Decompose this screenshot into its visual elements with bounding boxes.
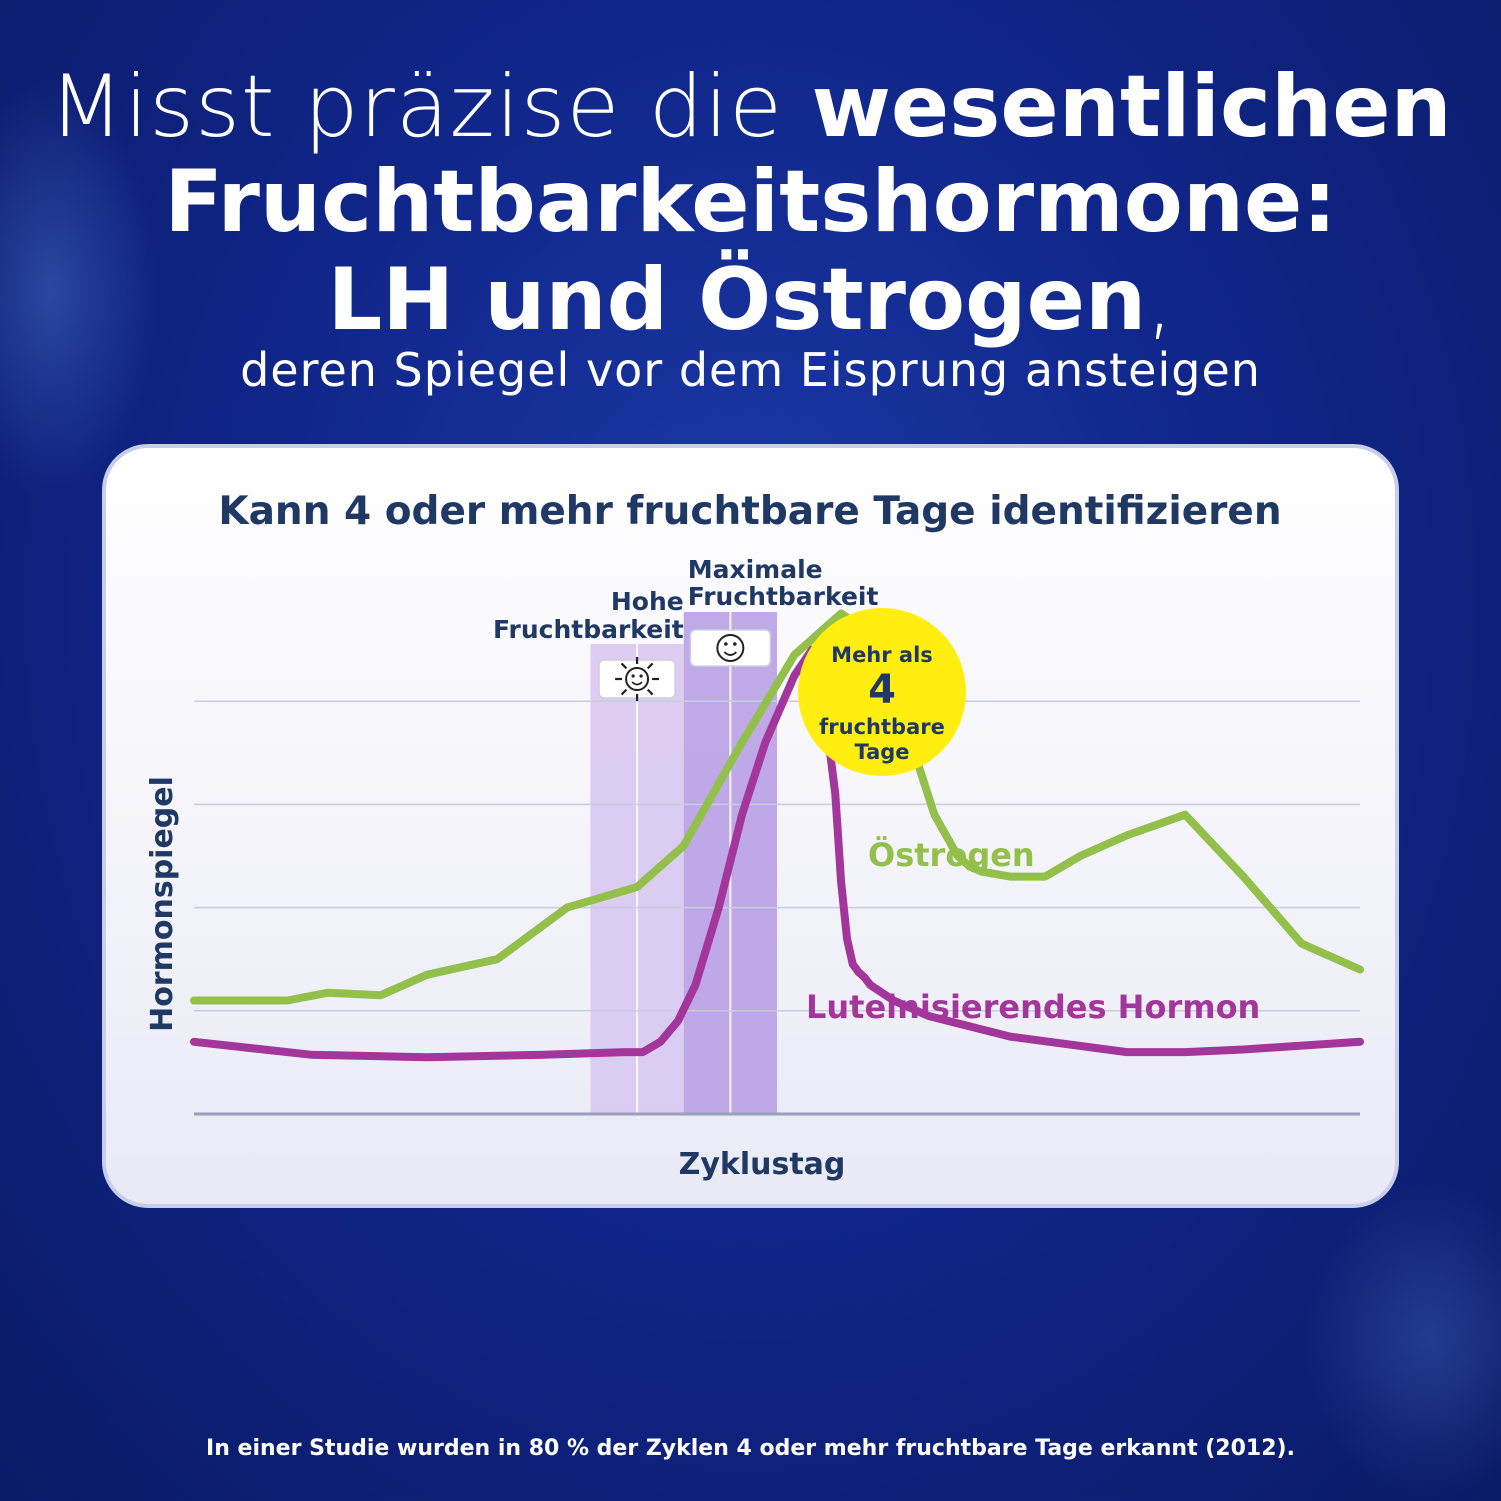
smiley-face — [716, 634, 745, 662]
smiley-eye-right — [639, 674, 643, 678]
badge-line-1: Mehr als — [831, 643, 933, 667]
smiley-ray — [646, 688, 654, 696]
peak-fertility-icon-box — [689, 629, 772, 667]
headline-subline: deren Spiegel vor dem Eisprung ansteigen — [240, 343, 1261, 397]
smiley-eye-right — [733, 642, 737, 646]
headline-line-1-light: Misst präzise die — [49, 57, 812, 157]
smiley-mouth — [723, 651, 737, 656]
smiley-mouth — [631, 681, 643, 686]
background-glow-right — [1301, 1180, 1501, 1500]
smiley-solid-icon — [716, 634, 745, 662]
headline-line-3-comma: , — [1146, 250, 1174, 350]
x-axis-label: Zyklustag — [679, 1147, 846, 1182]
headline-line-1: Misst präzise die wesentlichen — [0, 52, 1501, 162]
headline-line-1-bold: wesentlichen — [811, 57, 1452, 157]
badge-line-3: Tage — [854, 740, 909, 764]
chart-card: Kann 4 oder mehr fruchtbare Tage identif… — [102, 444, 1399, 1208]
chart-title: Kann 4 oder mehr fruchtbare Tage identif… — [218, 489, 1281, 534]
peak-fertility-label-line-1: Maximale — [688, 555, 823, 584]
y-axis-label: Hormonspiegel — [145, 776, 180, 1032]
high-fertility-icon-box — [598, 659, 676, 699]
lh-label: Luteinisierendes Hormon — [806, 988, 1260, 1026]
high-fertility-label-line-1: Hohe — [611, 587, 684, 616]
smiley-flashing-icon — [615, 657, 660, 701]
smiley-eye-left — [631, 674, 635, 678]
peak-fertility-label-line-2: Fruchtbarkeit — [688, 582, 879, 611]
fertile-days-badge — [798, 608, 966, 776]
background-glow-left — [0, 80, 160, 500]
smiley-ray — [620, 662, 628, 670]
estrogen-label: Östrogen — [868, 836, 1035, 874]
headline-line-3: LH und Östrogen, — [0, 250, 1501, 350]
hormone-chart: Kann 4 oder mehr fruchtbare Tage identif… — [145, 489, 1364, 1182]
smiley-eye-left — [724, 642, 728, 646]
smiley-ray — [620, 688, 628, 696]
headline-line-3-bold: LH und Östrogen — [327, 250, 1147, 350]
smiley-ray — [646, 662, 654, 670]
badge-line-2: fruchtbare — [819, 715, 945, 739]
smiley-face — [625, 667, 650, 691]
badge-number: 4 — [868, 667, 896, 713]
headline-line-2: Fruchtbarkeitshormone: — [164, 152, 1337, 252]
high-fertility-label-line-2: Fruchtbarkeit — [493, 615, 684, 644]
footnote: In einer Studie wurden in 80 % der Zykle… — [206, 1436, 1295, 1461]
